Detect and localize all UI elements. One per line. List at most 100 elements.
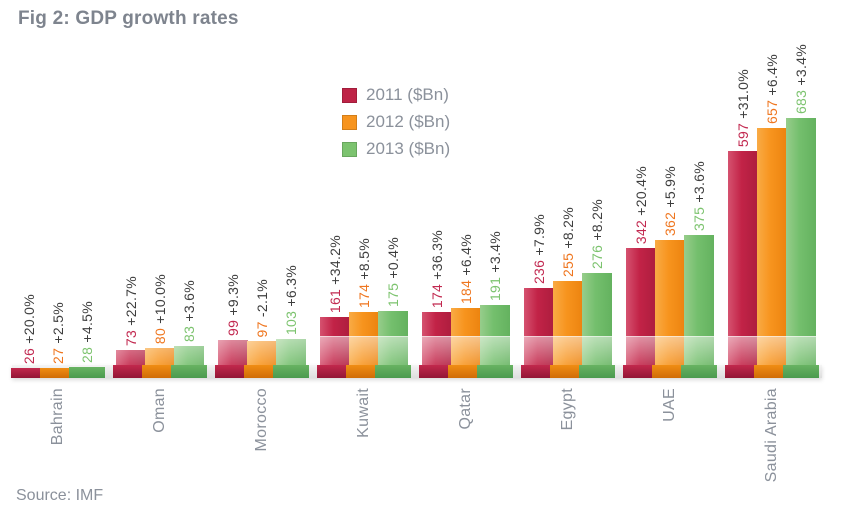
bar-value: 99 [225, 315, 241, 336]
bar-value-label: 73 +22.7% [123, 276, 139, 346]
bar-pedestal [113, 365, 149, 378]
legend-label: 2012 ($Bn) [366, 112, 451, 131]
bar-value: 236 [531, 255, 547, 284]
bar-value-label: 657 +6.4% [764, 54, 780, 124]
bar-growth-label: +8.5% [356, 237, 372, 280]
category-label: Oman [151, 388, 168, 433]
bar-value-label: 255 +8.2% [560, 207, 576, 277]
chart-floor [12, 365, 822, 378]
legend-item: 2012 ($Bn) [342, 111, 450, 133]
bar-value: 362 [662, 207, 678, 236]
legend-swatch-icon [342, 87, 357, 103]
bar-growth-label: +4.5% [79, 301, 95, 343]
bar-pedestal [521, 365, 557, 378]
legend: 2011 ($Bn) 2012 ($Bn) 2013 ($Bn) [342, 84, 450, 160]
bar-value-label: 83 +3.6% [181, 280, 197, 342]
bar-value: 342 [633, 215, 649, 244]
bar-growth-label: +3.6% [691, 160, 707, 203]
gloss-overlay [12, 336, 822, 367]
bar-growth-label: +8.2% [589, 198, 605, 241]
bar-pedestal [419, 365, 455, 378]
bar-value: 175 [385, 278, 401, 307]
bar-pedestal [681, 365, 717, 378]
bar-growth-label: +6.3% [283, 264, 299, 307]
category-label: Egypt [559, 388, 576, 431]
bar-growth-label: +8.2% [560, 206, 576, 249]
bar-value: 28 [79, 342, 95, 363]
bar-pedestal [244, 365, 280, 378]
bar-growth-label: +34.2% [327, 234, 343, 285]
bar-value-label: 342 +20.4% [633, 166, 649, 244]
bar-growth-label: +6.4% [764, 53, 780, 96]
bar-pedestal [652, 365, 688, 378]
bar-pedestal [448, 365, 484, 378]
category-label: UAE [661, 388, 678, 422]
bar-pedestal [171, 365, 207, 378]
bar-value: 103 [283, 306, 299, 335]
source-text: Source: IMF [16, 487, 104, 504]
bar-growth-label: +31.0% [735, 68, 751, 119]
bar-pedestal [725, 365, 761, 378]
legend-item: 2011 ($Bn) [342, 84, 450, 106]
category-label: Bahrain [49, 388, 66, 446]
bar-pedestal [215, 365, 251, 378]
bar-value-label: 184 +6.4% [458, 234, 474, 304]
bar-pedestal [69, 367, 105, 378]
legend-label: 2011 ($Bn) [366, 85, 449, 104]
bar-growth-label: +3.4% [487, 230, 503, 273]
bar-growth-label: +3.4% [793, 43, 809, 86]
bar-pedestal [346, 365, 382, 378]
bar-pedestal [11, 368, 47, 378]
bar-value-label: 276 +8.2% [589, 199, 605, 269]
bar-growth-label: +10.0% [152, 273, 168, 324]
bar-value: 375 [691, 202, 707, 231]
bar-pedestal [550, 365, 586, 378]
bar-value: 83 [181, 321, 197, 342]
bar-growth-label: +3.6% [181, 280, 197, 322]
bar-growth-label: +20.4% [633, 165, 649, 216]
category-label: Kuwait [355, 388, 372, 438]
bar-value: 26 [21, 343, 37, 364]
bar-value-label: 97 -2.1% [254, 279, 270, 337]
bar-growth-label: +6.4% [458, 233, 474, 276]
bar-growth-label: -2.1% [254, 278, 270, 317]
bar-value-label: 191 +3.4% [487, 231, 503, 301]
bar-value: 255 [560, 248, 576, 277]
bar-pedestal [273, 365, 309, 378]
bar-value: 184 [458, 275, 474, 304]
bar-value: 597 [735, 118, 751, 147]
bar-value-label: 174 +36.3% [429, 230, 445, 308]
bar-value: 174 [429, 279, 445, 308]
bar-value-label: 362 +5.9% [662, 166, 678, 236]
bar-value-label: 28 +4.5% [79, 301, 95, 363]
bar-value-label: 597 +31.0% [735, 69, 751, 147]
bar-growth-label: +20.0% [21, 293, 37, 344]
bar-growth-label: +2.5% [50, 302, 66, 344]
legend-item: 2013 ($Bn) [342, 138, 450, 160]
category-label: Qatar [457, 388, 474, 430]
bar-pedestal [375, 365, 411, 378]
bar-pedestal [579, 365, 615, 378]
bar-pedestal [623, 365, 659, 378]
bar-pedestal [754, 365, 790, 378]
bar-value-label: 175 +0.4% [385, 237, 401, 307]
bar-value-label: 26 +20.0% [21, 294, 37, 364]
category-label: Saudi Arabia [763, 388, 780, 483]
bar-value-label: 103 +6.3% [283, 265, 299, 335]
bar [786, 118, 816, 378]
bar-value: 161 [327, 284, 343, 313]
bar-value: 657 [764, 95, 780, 124]
bar-pedestal [477, 365, 513, 378]
bar-pedestal [317, 365, 353, 378]
bar-growth-label: +9.3% [225, 274, 241, 316]
bar-value-label: 375 +3.6% [691, 161, 707, 231]
bar-pedestal [142, 365, 178, 378]
bar-value: 276 [589, 240, 605, 269]
bar-value: 683 [793, 85, 809, 114]
bar-value-label: 27 +2.5% [50, 302, 66, 364]
bar-pedestal [40, 368, 76, 378]
bar-growth-label: +7.9% [531, 213, 547, 256]
bar-value: 191 [487, 272, 503, 301]
page-title: Fig 2: GDP growth rates [18, 8, 239, 29]
